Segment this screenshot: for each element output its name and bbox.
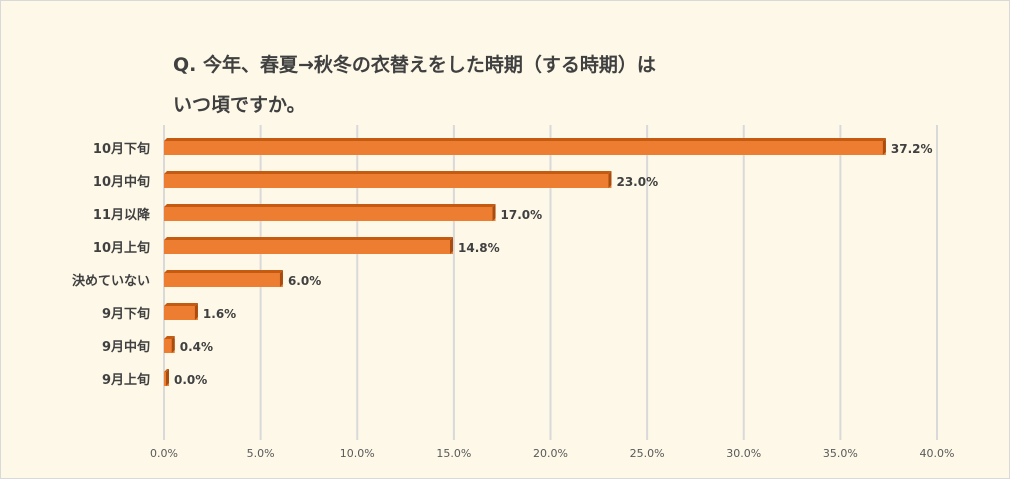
bar-side xyxy=(194,303,198,320)
x-tick-label: 40.0% xyxy=(920,447,955,460)
data-label: 0.0% xyxy=(174,373,207,387)
bar-top xyxy=(164,237,454,240)
bar-top xyxy=(164,138,886,141)
bar-top xyxy=(164,270,283,273)
bar xyxy=(164,207,496,221)
category-label: 10月下旬 xyxy=(93,141,150,157)
category-label: 9月中旬 xyxy=(102,339,150,355)
category-label: 9月上旬 xyxy=(102,372,150,388)
bar-side xyxy=(166,369,169,386)
bar-top xyxy=(164,171,612,174)
bar-top xyxy=(164,336,175,339)
x-tick-label: 0.0% xyxy=(150,447,178,460)
bar xyxy=(164,240,454,254)
category-label: 決めていない xyxy=(72,273,150,289)
bar-side xyxy=(882,138,886,155)
bar xyxy=(164,339,175,353)
bar xyxy=(164,273,283,287)
x-tick-label: 20.0% xyxy=(533,447,568,460)
x-tick-label: 25.0% xyxy=(630,447,665,460)
x-tick-label: 5.0% xyxy=(247,447,275,460)
category-label: 10月上旬 xyxy=(93,240,150,256)
x-tick-label: 35.0% xyxy=(823,447,858,460)
bar-side xyxy=(171,336,175,353)
chart-title-line2: いつ頃ですか。 xyxy=(173,94,306,116)
category-label: 9月下旬 xyxy=(102,306,150,322)
chart-title: Q. 今年、春夏→秋冬の衣替えをした時期（する時期）は いつ頃ですか。 xyxy=(173,45,873,125)
bar-side xyxy=(492,204,496,221)
bar-side xyxy=(450,237,454,254)
data-label: 1.6% xyxy=(203,307,236,321)
data-label: 6.0% xyxy=(288,274,321,288)
data-label: 17.0% xyxy=(501,208,543,222)
category-label: 11月以降 xyxy=(93,207,151,223)
bar-side xyxy=(608,171,612,188)
x-tick-label: 15.0% xyxy=(436,447,471,460)
category-label: 10月中旬 xyxy=(93,174,150,190)
bar-side xyxy=(279,270,283,287)
bar-top xyxy=(164,204,496,207)
x-tick-label: 30.0% xyxy=(726,447,761,460)
data-label: 37.2% xyxy=(891,142,933,156)
data-label: 23.0% xyxy=(616,175,658,189)
bar xyxy=(164,306,198,320)
x-tick-label: 10.0% xyxy=(340,447,375,460)
bar xyxy=(164,174,612,188)
data-label: 0.4% xyxy=(180,340,213,354)
bar-top xyxy=(164,369,169,372)
bar-top xyxy=(164,303,198,306)
data-label: 14.8% xyxy=(458,241,500,255)
bar xyxy=(164,141,886,155)
chart-title-line1: Q. 今年、春夏→秋冬の衣替えをした時期（する時期）は xyxy=(173,54,656,76)
